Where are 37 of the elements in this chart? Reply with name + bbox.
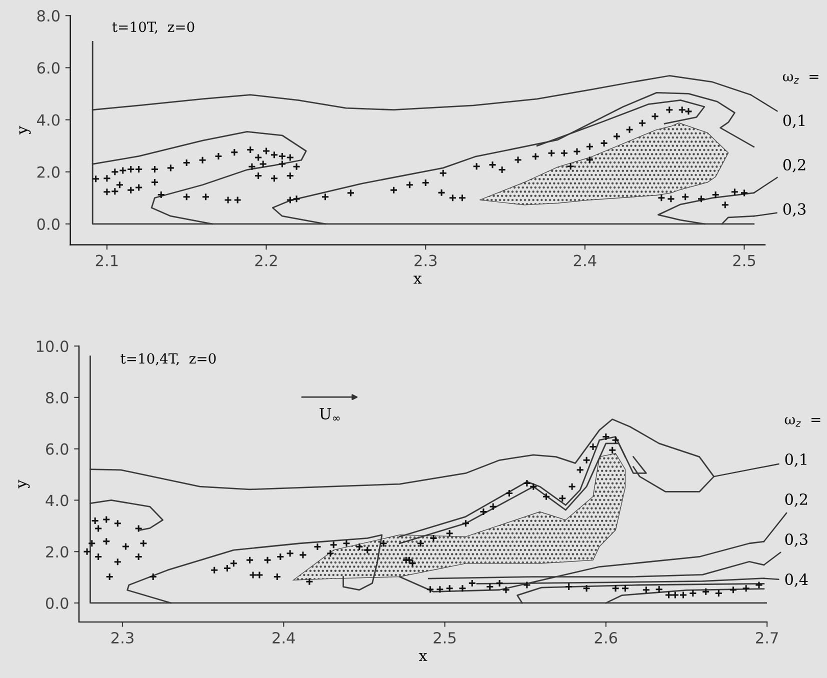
x-tick-label: 2.3	[414, 254, 437, 266]
annotation: 0,3	[785, 533, 808, 547]
x-tick-label: 2.6	[594, 632, 618, 644]
annotation: 0,4	[785, 573, 808, 587]
y-tick-label: 8.0	[46, 392, 68, 404]
chart-title: t=10,4T, z=0	[120, 353, 216, 366]
text: ω$_{z}$ =	[782, 74, 818, 84]
x-tick-label: 2.4	[272, 632, 295, 644]
y-tick-label: 0.0	[37, 218, 60, 230]
y-tick-label: 4.0	[46, 494, 68, 506]
annotation: U$_{∞}$	[320, 408, 340, 421]
annotation: 0,1	[783, 114, 804, 128]
y-tick-label: 4.0	[37, 114, 60, 126]
x-tick-label: 2.4	[574, 254, 596, 266]
annotation: 0,1	[785, 453, 806, 467]
y-tick-label: 0.0	[46, 597, 68, 610]
x-axis-title: x	[418, 652, 428, 661]
annotation: 0,2	[783, 158, 806, 172]
text: ω$_{z}$ =	[784, 417, 820, 427]
annotation: 0,2	[785, 493, 808, 507]
y-tick-label: 2.0	[37, 166, 60, 178]
chart-title: t=10T, z=0	[112, 22, 194, 34]
y-tick-label: 6.0	[37, 62, 60, 74]
x-tick-label: 2.5	[733, 254, 756, 266]
y-axis-title: y	[18, 480, 30, 488]
annotation: 0,3	[783, 203, 806, 217]
y-tick-label: 8.0	[37, 10, 60, 22]
y-tick-label: 10.0	[36, 340, 68, 352]
x-tick-label: 2.3	[111, 632, 134, 644]
y-tick-label: 2.0	[46, 546, 68, 558]
y-tick-label: 6.0	[46, 443, 68, 455]
y-axis-title: y	[19, 126, 31, 135]
x-axis-title: x	[414, 276, 422, 284]
x-tick-label: 2.7	[756, 632, 778, 644]
x-tick-label: 2.2	[255, 254, 277, 266]
x-tick-label: 2.1	[96, 254, 118, 266]
x-tick-label: 2.5	[434, 632, 456, 644]
